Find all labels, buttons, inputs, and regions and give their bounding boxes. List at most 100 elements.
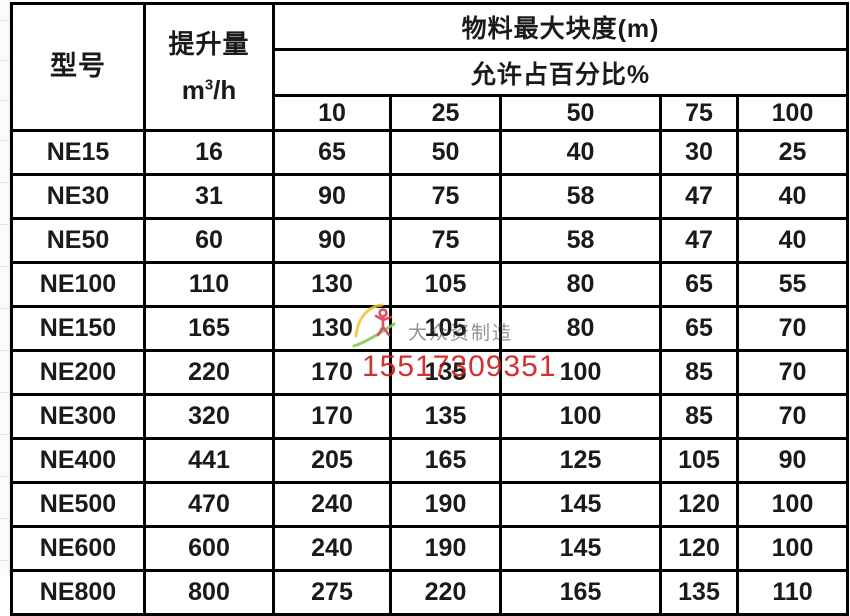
cell-percent-75: 65 <box>659 261 739 308</box>
table-row: NE800 800 275 220 165 135 110 <box>10 569 850 616</box>
header-cell-model: 型号 <box>10 2 146 132</box>
cell-percent-10: 130 <box>272 305 392 352</box>
cell-percent-75: 85 <box>659 349 739 396</box>
cell-capacity: 31 <box>143 173 275 220</box>
header-cell-capacity: 提升量 m3/h <box>143 2 275 132</box>
cell-percent-10: 65 <box>272 129 392 176</box>
cell-percent-10: 205 <box>272 437 392 484</box>
cell-percent-75: 120 <box>659 525 739 572</box>
cell-percent-75: 30 <box>659 129 739 176</box>
cell-percent-25: 75 <box>389 217 502 264</box>
cell-model: NE150 <box>10 305 146 352</box>
cell-percent-75: 105 <box>659 437 739 484</box>
header-cell-size-25: 25 <box>389 94 502 132</box>
header-row-group-title: 型号 提升量 m3/h 物料最大块度(m) <box>10 2 850 132</box>
cell-percent-75: 135 <box>659 569 739 616</box>
cell-percent-100: 25 <box>735 129 850 176</box>
cell-percent-10: 240 <box>272 525 392 572</box>
cell-percent-25: 190 <box>389 525 502 572</box>
specification-table: 型号 提升量 m3/h 物料最大块度(m) 允许占百分比% 10 25 50 7… <box>10 2 850 616</box>
cell-percent-100: 40 <box>735 173 850 220</box>
cell-model: NE300 <box>10 393 146 440</box>
cell-model: NE50 <box>10 217 146 264</box>
table-row: NE100 110 130 105 80 65 55 <box>10 261 850 308</box>
cell-capacity: 320 <box>143 393 275 440</box>
cell-percent-50: 58 <box>499 217 662 264</box>
cell-percent-75: 120 <box>659 481 739 528</box>
cell-percent-25: 105 <box>389 305 502 352</box>
cell-percent-100: 100 <box>735 481 850 528</box>
cell-capacity: 110 <box>143 261 275 308</box>
cell-percent-25: 50 <box>389 129 502 176</box>
header-cell-size-10: 10 <box>272 94 392 132</box>
table-row: NE15 16 65 50 40 30 25 <box>10 129 850 176</box>
table-row: NE300 320 170 135 100 85 70 <box>10 393 850 440</box>
cell-percent-50: 80 <box>499 261 662 308</box>
header-row-group-subtitle: 允许占百分比% <box>12 48 850 97</box>
cell-capacity: 600 <box>143 525 275 572</box>
cell-percent-100: 70 <box>735 349 850 396</box>
cell-percent-10: 275 <box>272 569 392 616</box>
capacity-unit-base: m <box>181 75 205 105</box>
cell-percent-75: 47 <box>659 173 739 220</box>
cell-percent-25: 135 <box>389 349 502 396</box>
cell-model: NE500 <box>10 481 146 528</box>
cell-capacity: 16 <box>143 129 275 176</box>
cell-percent-25: 220 <box>389 569 502 616</box>
table-row: NE50 60 90 75 58 47 40 <box>10 217 850 264</box>
header-cell-size-100: 100 <box>735 94 850 132</box>
cell-percent-25: 105 <box>389 261 502 308</box>
cell-capacity: 470 <box>143 481 275 528</box>
cell-percent-10: 240 <box>272 481 392 528</box>
table-row: NE600 600 240 190 145 120 100 <box>10 525 850 572</box>
cell-percent-50: 100 <box>499 349 662 396</box>
cell-percent-100: 90 <box>735 437 850 484</box>
cell-percent-10: 170 <box>272 393 392 440</box>
cell-percent-100: 70 <box>735 393 850 440</box>
cell-percent-25: 190 <box>389 481 502 528</box>
cell-percent-50: 58 <box>499 173 662 220</box>
cell-capacity: 60 <box>143 217 275 264</box>
cell-percent-75: 47 <box>659 217 739 264</box>
table-row: NE400 441 205 165 125 105 90 <box>10 437 850 484</box>
cell-percent-100: 70 <box>735 305 850 352</box>
header-cell-size-75: 75 <box>659 94 739 132</box>
cell-model: NE800 <box>10 569 146 616</box>
cell-percent-50: 145 <box>499 481 662 528</box>
header-cell-group-title: 物料最大块度(m) <box>271 2 850 51</box>
capacity-unit-exponent: 3 <box>204 76 214 94</box>
cell-percent-50: 145 <box>499 525 662 572</box>
spreadsheet-gutter <box>0 0 10 576</box>
header-cell-size-50: 50 <box>499 94 662 132</box>
cell-model: NE30 <box>10 173 146 220</box>
cell-capacity: 165 <box>143 305 275 352</box>
capacity-unit: m3/h <box>182 74 237 107</box>
cell-percent-100: 100 <box>735 525 850 572</box>
cell-capacity: 220 <box>143 349 275 396</box>
cell-percent-50: 100 <box>499 393 662 440</box>
cell-percent-100: 40 <box>735 217 850 264</box>
cell-percent-75: 65 <box>659 305 739 352</box>
cell-percent-25: 135 <box>389 393 502 440</box>
header-cell-group-subtitle: 允许占百分比% <box>271 48 850 97</box>
table-row: NE200 220 170 135 100 85 70 <box>10 349 850 396</box>
cell-model: NE600 <box>10 525 146 572</box>
cell-model: NE200 <box>10 349 146 396</box>
cell-percent-50: 125 <box>499 437 662 484</box>
table-row: NE150 165 130 105 80 65 70 <box>10 305 850 352</box>
cell-percent-100: 55 <box>735 261 850 308</box>
cell-percent-50: 80 <box>499 305 662 352</box>
cell-model: NE15 <box>10 129 146 176</box>
cell-model: NE400 <box>10 437 146 484</box>
table-header: 型号 提升量 m3/h 物料最大块度(m) 允许占百分比% 10 25 50 7… <box>10 2 850 132</box>
cell-model: NE100 <box>10 261 146 308</box>
capacity-label: 提升量 <box>168 28 250 59</box>
cell-percent-25: 165 <box>389 437 502 484</box>
table-body: NE15 16 65 50 40 30 25 NE30 31 90 75 58 47 40 NE50 60 90… <box>10 129 850 616</box>
cell-capacity: 800 <box>143 569 275 616</box>
cell-capacity: 441 <box>143 437 275 484</box>
cell-percent-10: 130 <box>272 261 392 308</box>
table-row: NE30 31 90 75 58 47 40 <box>10 173 850 220</box>
cell-percent-50: 40 <box>499 129 662 176</box>
